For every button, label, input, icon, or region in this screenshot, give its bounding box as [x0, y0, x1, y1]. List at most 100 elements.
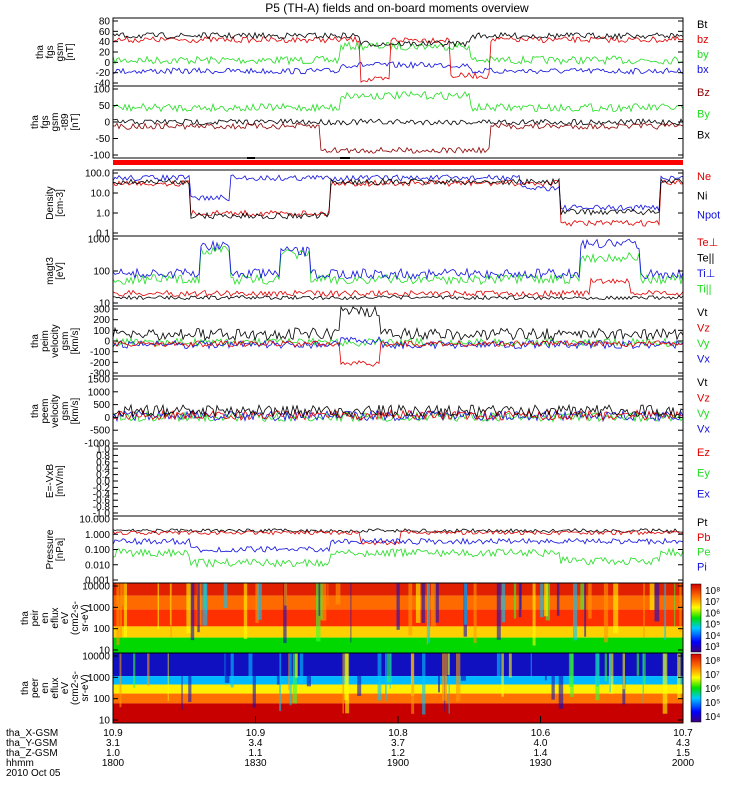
spectrogram-streak [642, 653, 644, 704]
y-tick-label: 10000 [82, 652, 110, 663]
panel-frame [112, 445, 684, 517]
panel-fgs2: 100 50 0 -50 -100 tha fgs gsm -t89 [nT] Bz By Bx [30, 85, 710, 162]
spectrogram-streak [596, 653, 600, 687]
y-tick-label: 10.000 [79, 515, 110, 526]
y-tick-label: 0.4 [96, 464, 110, 475]
panel-efield: 1.00.80.60.40.20.0-0.2-0.4-0.6-0.8-1.0 E=… [45, 445, 710, 520]
spectrogram-streak [186, 583, 192, 634]
spectrogram-streak [248, 653, 253, 680]
colorbar-tick-label: 10⁸ [705, 586, 720, 597]
y-axis-label: [km/s] [70, 397, 81, 424]
y-tick-label: 0.0 [96, 477, 110, 488]
y-axis-label: Density [45, 186, 56, 219]
spectrogram-streak [501, 653, 504, 697]
series-line-green [112, 410, 684, 423]
legend-entry: Ex [697, 488, 710, 500]
spectrogram-streak [289, 653, 292, 706]
y-tick-label: -0.6 [93, 496, 111, 507]
y-tick-label: 0 [104, 58, 110, 69]
region-bar-red [113, 160, 683, 165]
x-tick-label: 1.2 [391, 748, 405, 759]
series-line-black [112, 177, 684, 220]
x-tick-label: 10.7 [673, 728, 693, 739]
legend-entry: Vz [697, 393, 710, 405]
page-title: P5 (TH-A) fields and on-board moments ov… [265, 1, 529, 15]
y-axis-label: gsm [60, 402, 71, 421]
spectrogram-band [113, 637, 683, 653]
y-tick-label: 20 [99, 48, 111, 59]
panel-frame [112, 235, 684, 307]
y-tick-label: 40 [99, 37, 111, 48]
legend-entry: Vy [697, 338, 710, 350]
spectrogram-streak [464, 583, 467, 625]
spectrogram-streak [573, 583, 578, 641]
y-axis-label: sr-eV) [80, 604, 91, 631]
spectrogram-streak [473, 583, 477, 644]
spectrogram-streak [133, 653, 136, 688]
y-tick-label: 0.2 [96, 470, 110, 481]
spectrogram-streak [496, 583, 501, 640]
panel-frame [112, 169, 684, 237]
spectrogram-streak [438, 653, 440, 693]
series-line-red [112, 277, 684, 298]
y-tick-label: -0.2 [93, 483, 111, 494]
spectrogram-streak [342, 653, 344, 714]
colorbar-tick-label: 10⁴ [705, 712, 720, 723]
spectrogram-streak [295, 653, 298, 678]
spectrogram-streak [649, 583, 655, 610]
y-tick-label: 1000 [88, 673, 111, 684]
spectrogram-streak [276, 653, 280, 685]
series-line-black [112, 118, 684, 126]
y-tick-label: 0 [104, 337, 110, 348]
y-tick-label: 0.010 [85, 560, 110, 571]
spectrogram-streak [674, 583, 676, 627]
series-line-black [112, 528, 684, 534]
panel-frame [112, 85, 684, 159]
spectrogram-band [113, 676, 683, 685]
spectrogram-streak [422, 653, 426, 715]
x-tick-label: 10.9 [246, 728, 266, 739]
legend-entry: Vx [697, 424, 710, 436]
panel-frame [112, 17, 684, 87]
spectrogram-streak [530, 653, 532, 682]
y-tick-label: 10000 [82, 582, 110, 593]
spectrogram-streak [223, 583, 228, 608]
spectrogram-streak [243, 583, 248, 640]
colorbar-tick-label: 10⁶ [705, 684, 720, 695]
colorbar-tick-label: 10⁷ [705, 597, 720, 608]
spectrogram-streak [119, 653, 122, 708]
y-tick-label: -200 [90, 358, 110, 369]
legend-entry: by [697, 49, 709, 61]
y-axis-label: [eV] [55, 262, 66, 280]
series-line-black [112, 31, 684, 48]
x-tick-label: 1.1 [249, 748, 263, 759]
spectrogram-streak [202, 583, 208, 626]
colorbar-tick-label: 10⁷ [705, 670, 720, 681]
legend-entry: Pi [697, 561, 707, 573]
spectrogram-streak [501, 583, 506, 623]
series-line-blue [112, 238, 684, 281]
y-axis-label: tha [20, 611, 31, 625]
series-line-red [112, 179, 684, 227]
spectrogram-streak [426, 583, 428, 645]
series-line-black [112, 305, 684, 342]
spectrogram-streak [327, 583, 329, 606]
y-tick-label: 10.0 [91, 189, 111, 200]
spectrogram-streak [257, 583, 262, 620]
series-line-blue [112, 60, 684, 76]
spectrogram-streak [556, 583, 560, 616]
spectrogram-streak [316, 583, 321, 642]
y-tick-label: 100 [93, 694, 110, 705]
spectrogram-streak [544, 653, 547, 681]
y-tick-label: 10 [99, 299, 111, 310]
legend-entry: bx [697, 64, 709, 76]
spectrogram-streak [321, 583, 327, 621]
spectrogram-streak [335, 583, 341, 605]
series-line-blue [112, 173, 684, 212]
spectrogram-streak [377, 653, 382, 701]
spectrogram-streak [116, 583, 120, 645]
spectrogram-band [113, 626, 683, 638]
legend-entry: Pb [697, 532, 710, 544]
